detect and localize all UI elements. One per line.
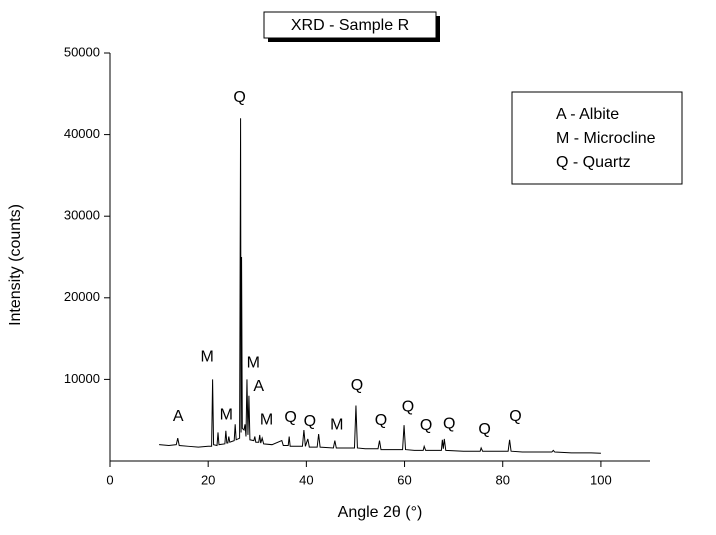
title-box [263, 11, 437, 39]
legend-box [511, 91, 683, 185]
peak-label: Q [478, 421, 490, 438]
legend-entry: M - Microcline [556, 130, 656, 147]
xrd-line [159, 118, 601, 454]
peak-label: A [173, 408, 184, 425]
peak-label: Q [351, 377, 363, 394]
peak-label: A [253, 378, 264, 395]
x-tick-label: 40 [299, 472, 313, 487]
x-tick-label: 0 [106, 472, 113, 487]
x-tick-label: 80 [495, 472, 509, 487]
y-tick-label: 30000 [64, 208, 100, 223]
peak-label: Q [443, 415, 455, 432]
x-tick-label: 100 [590, 472, 612, 487]
chart-title: XRD - Sample R [291, 17, 409, 34]
peak-label: Q [233, 89, 245, 106]
peak-label: M [330, 416, 343, 433]
peak-label: Q [420, 417, 432, 434]
peak-label: M [247, 354, 260, 371]
x-tick-label: 60 [397, 472, 411, 487]
peak-label: Q [509, 408, 521, 425]
peak-label: M [260, 411, 273, 428]
legend-entry: Q - Quartz [556, 154, 631, 171]
y-tick-label: 10000 [64, 371, 100, 386]
y-tick-label: 20000 [64, 289, 100, 304]
peak-label: Q [375, 412, 387, 429]
x-axis-title: Angle 2θ (°) [338, 504, 423, 521]
peak-label: Q [304, 413, 316, 430]
peak-label: M [220, 407, 233, 424]
y-tick-label: 50000 [64, 44, 100, 59]
peak-label: Q [402, 398, 414, 415]
legend-entry: A - Albite [556, 106, 619, 123]
y-axis-title: Intensity (counts) [7, 204, 24, 326]
y-tick-label: 40000 [64, 126, 100, 141]
x-tick-label: 20 [201, 472, 215, 487]
peak-label: M [201, 349, 214, 366]
peak-label: Q [284, 409, 296, 426]
